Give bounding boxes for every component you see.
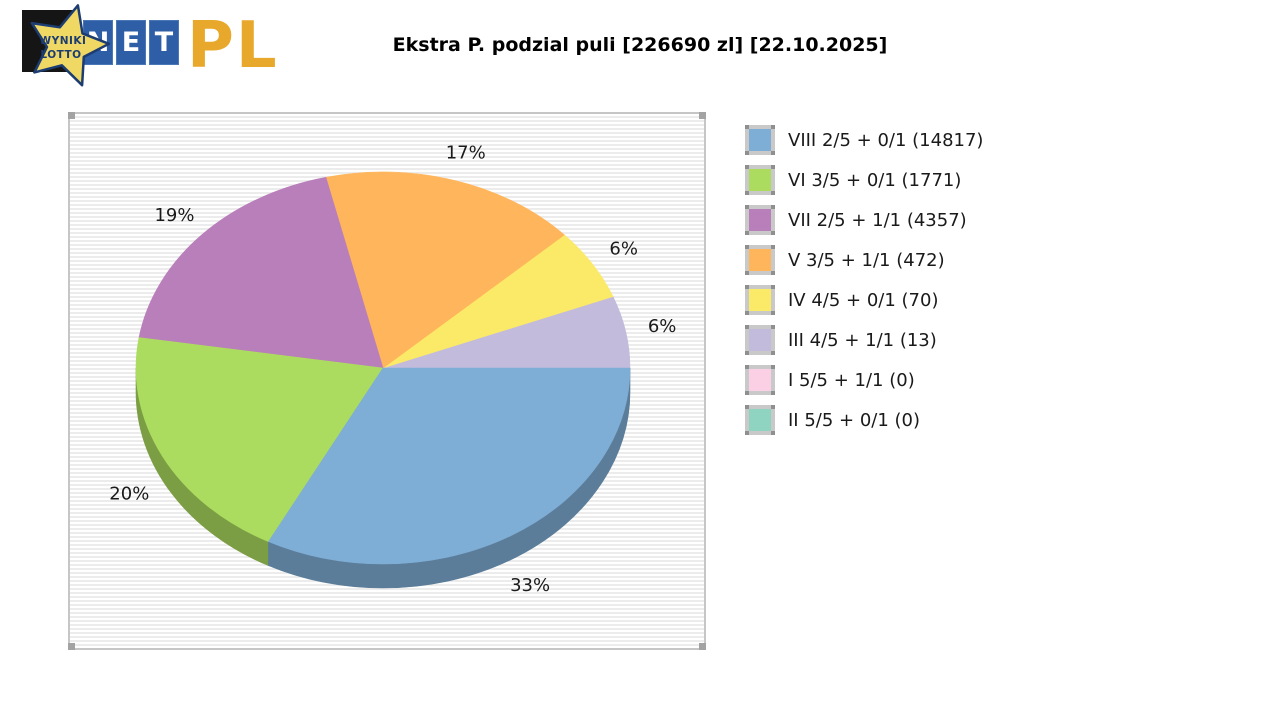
logo-tile-e: E — [116, 20, 146, 65]
chart-legend: VIII 2/5 + 0/1 (14817) VI 3/5 + 0/1 (177… — [745, 120, 983, 440]
legend-label: VII 2/5 + 1/1 (4357) — [788, 209, 967, 231]
pie-chart-panel: 6% 6% 17% 19% 20% 33% — [68, 112, 706, 650]
legend-item: VII 2/5 + 1/1 (4357) — [745, 200, 983, 240]
logo-tile-t: T — [149, 20, 179, 65]
legend-swatch — [745, 325, 775, 355]
legend-label: V 3/5 + 1/1 (472) — [788, 249, 945, 271]
legend-label: II 5/5 + 0/1 (0) — [788, 409, 921, 431]
legend-label: VIII 2/5 + 0/1 (14817) — [788, 129, 984, 151]
logo-star-text-line2: LOTTO — [40, 49, 81, 61]
pie-slice-label: 19% — [154, 205, 194, 226]
pie-slice-label: 20% — [109, 483, 149, 504]
legend-swatch — [745, 405, 775, 435]
wyniki-lotto-star-icon: WYNIKI LOTTO — [30, 4, 111, 87]
pie-slice-label: 17% — [446, 142, 486, 163]
legend-swatch — [745, 245, 775, 275]
panel-corner-icon — [68, 643, 75, 650]
legend-swatch — [745, 125, 775, 155]
logo-star-text-line1: WYNIKI — [40, 35, 87, 47]
legend-item: V 3/5 + 1/1 (472) — [745, 240, 983, 280]
legend-label: IV 4/5 + 0/1 (70) — [788, 289, 939, 311]
panel-corner-icon — [68, 112, 75, 119]
legend-item: I 5/5 + 1/1 (0) — [745, 360, 983, 400]
legend-swatch — [745, 205, 775, 235]
panel-corner-icon — [699, 643, 706, 650]
legend-item: III 4/5 + 1/1 (13) — [745, 320, 983, 360]
legend-swatch — [745, 165, 775, 195]
pie-chart: 6% 6% 17% 19% 20% 33% — [109, 142, 677, 596]
legend-label: I 5/5 + 1/1 (0) — [788, 369, 915, 391]
legend-swatch — [745, 365, 775, 395]
panel-corner-icon — [699, 112, 706, 119]
legend-swatch — [745, 285, 775, 315]
page-title: Ekstra P. podzial puli [226690 zl] [22.1… — [392, 34, 888, 56]
site-logo[interactable]: WYNIKI LOTTO NET PL — [15, 2, 295, 90]
legend-item: VI 3/5 + 0/1 (1771) — [745, 160, 983, 200]
pie-slice-label: 6% — [609, 238, 638, 259]
legend-item: VIII 2/5 + 0/1 (14817) — [745, 120, 983, 160]
legend-item: II 5/5 + 0/1 (0) — [745, 400, 983, 440]
pie-slice-label: 33% — [510, 575, 550, 596]
legend-item: IV 4/5 + 0/1 (70) — [745, 280, 983, 320]
pie-slice-label: 6% — [648, 316, 677, 337]
legend-label: VI 3/5 + 0/1 (1771) — [788, 169, 962, 191]
logo-pl-text: PL — [187, 9, 279, 83]
legend-label: III 4/5 + 1/1 (13) — [788, 329, 937, 351]
